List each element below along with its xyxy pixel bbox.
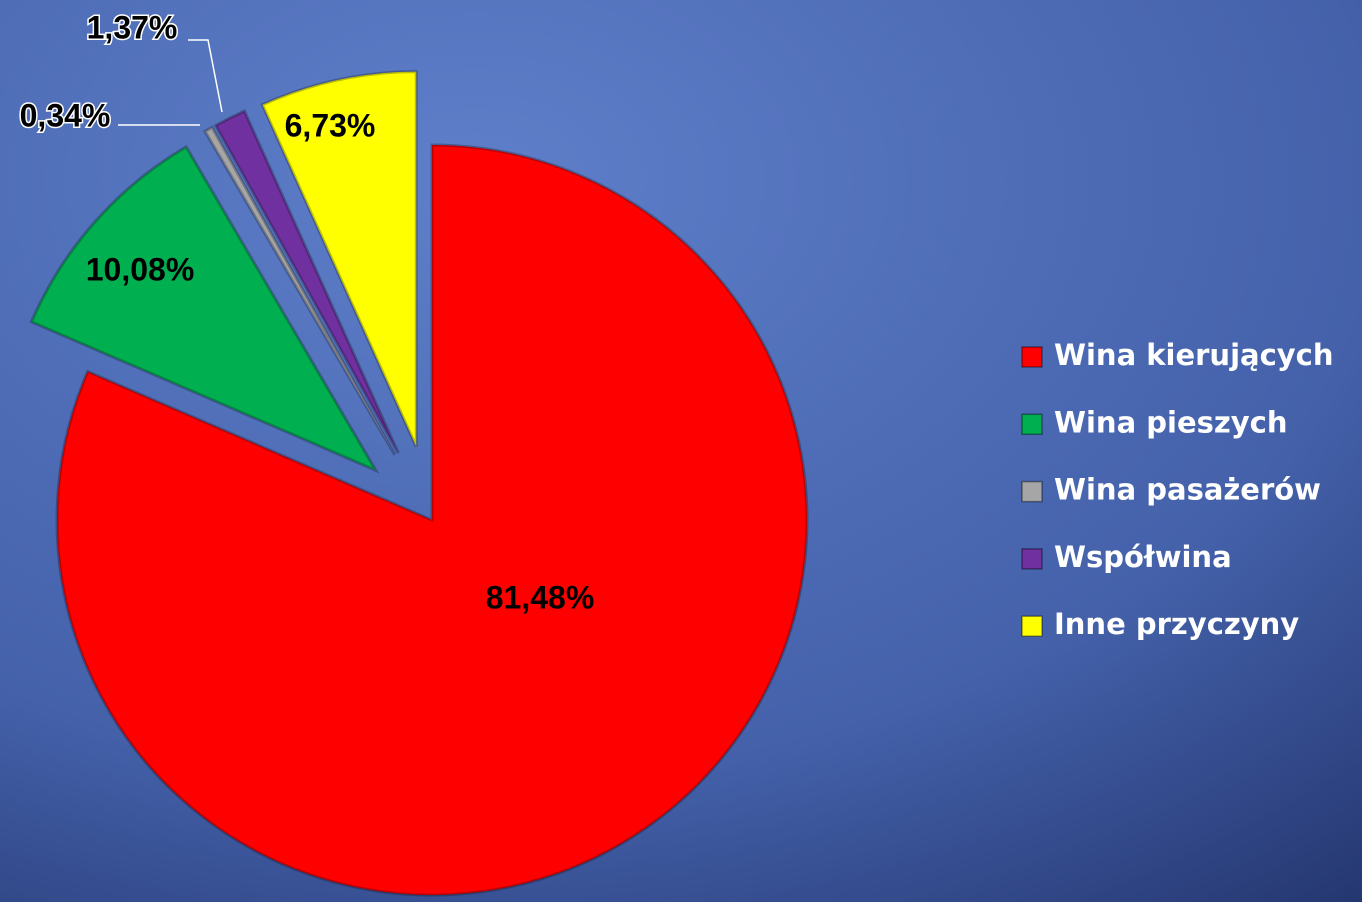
legend-marker [1021, 548, 1043, 570]
legend-label: Inne przyczyny [1054, 607, 1299, 641]
pie-slice [55, 143, 809, 897]
data-label: 10,08% [86, 251, 195, 287]
legend-marker [1021, 480, 1043, 503]
leader-line [188, 39, 223, 113]
data-label: 1,37% [87, 9, 178, 45]
pie-slice [213, 109, 400, 454]
legend-marker [1021, 413, 1043, 436]
legend-label: Wina pasażerów [1054, 473, 1321, 507]
pie-slice [260, 70, 418, 448]
data-label: 6,73% [285, 107, 376, 143]
legend-marker [1021, 615, 1043, 637]
legend-label: Wina kierujących [1054, 338, 1334, 372]
legend-marker [1021, 346, 1043, 368]
legend-label: Współwina [1054, 540, 1232, 574]
pie-slice [203, 125, 397, 456]
data-label: 81,48% [486, 579, 595, 615]
data-label: 0,34% [20, 97, 111, 133]
pie-slice [29, 144, 380, 474]
legend-label: Wina pieszych [1054, 405, 1288, 439]
